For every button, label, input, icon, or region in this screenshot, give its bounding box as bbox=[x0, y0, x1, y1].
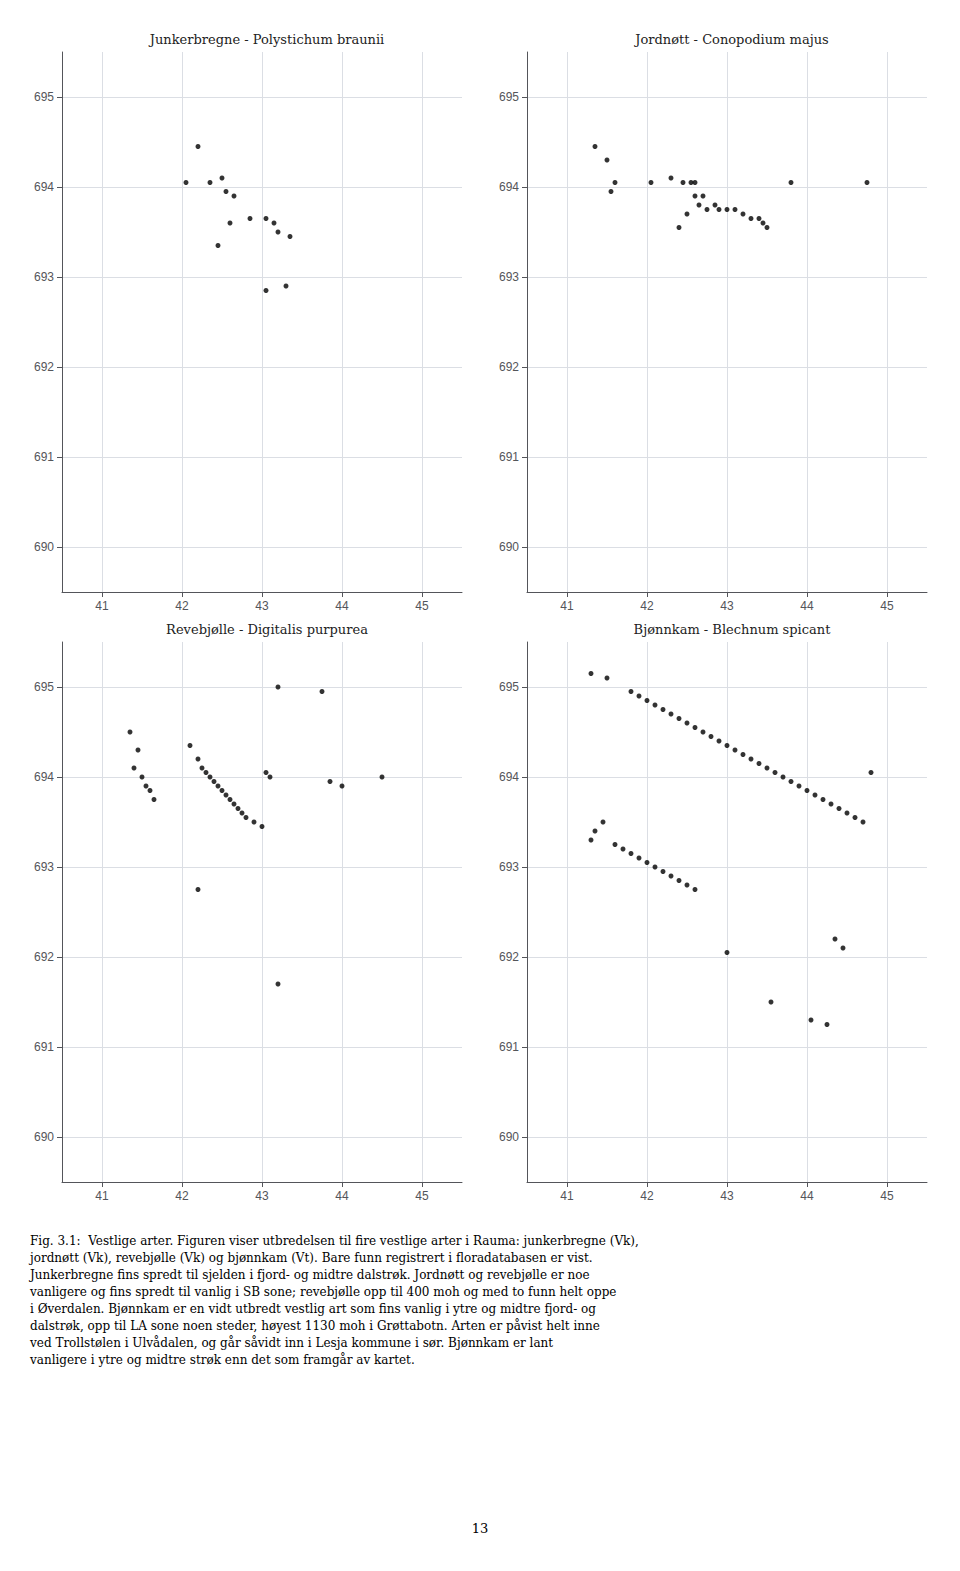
svg-text:42: 42 bbox=[640, 1189, 654, 1203]
svg-text:42: 42 bbox=[175, 599, 189, 613]
svg-text:vanligere i ytre og midtre str: vanligere i ytre og midtre strøk enn det… bbox=[29, 1352, 415, 1367]
svg-text:693: 693 bbox=[34, 270, 54, 284]
svg-text:695: 695 bbox=[34, 680, 54, 694]
svg-text:Jordnøtt - Conopodium majus: Jordnøtt - Conopodium majus bbox=[633, 32, 828, 47]
svg-text:690: 690 bbox=[499, 1130, 519, 1144]
svg-text:695: 695 bbox=[499, 680, 519, 694]
svg-text:693: 693 bbox=[34, 860, 54, 874]
svg-text:43: 43 bbox=[720, 1189, 734, 1203]
svg-text:695: 695 bbox=[34, 90, 54, 104]
svg-text:Fig. 3.1: Vestlige arter. Fig: Fig. 3.1: Vestlige arter. Figuren viser … bbox=[30, 1234, 639, 1248]
svg-text:45: 45 bbox=[415, 599, 429, 613]
svg-text:44: 44 bbox=[800, 1189, 814, 1203]
svg-text:42: 42 bbox=[640, 599, 654, 613]
svg-text:ved Trollstølen i Ulvådalen, o: ved Trollstølen i Ulvådalen, og går såvi… bbox=[29, 1335, 553, 1350]
svg-text:694: 694 bbox=[34, 180, 54, 194]
svg-text:691: 691 bbox=[34, 450, 54, 464]
svg-text:44: 44 bbox=[800, 599, 814, 613]
svg-text:41: 41 bbox=[560, 599, 574, 613]
svg-text:Revebjølle - Digitalis purpure: Revebjølle - Digitalis purpurea bbox=[166, 622, 368, 637]
svg-text:Junkerbregne - Polystichum bra: Junkerbregne - Polystichum braunii bbox=[148, 32, 384, 47]
svg-text:695: 695 bbox=[499, 90, 519, 104]
svg-text:vanligere og fins spredt til v: vanligere og fins spredt til vanlig i SB… bbox=[29, 1285, 616, 1299]
svg-text:45: 45 bbox=[880, 599, 894, 613]
svg-text:691: 691 bbox=[499, 1040, 519, 1054]
svg-text:i Øverdalen. Bjønnkam er en vi: i Øverdalen. Bjønnkam er en vidt utbredt… bbox=[30, 1302, 596, 1316]
svg-text:44: 44 bbox=[335, 1189, 349, 1203]
svg-text:41: 41 bbox=[95, 1189, 109, 1203]
svg-text:13: 13 bbox=[472, 1521, 489, 1536]
svg-text:690: 690 bbox=[34, 1130, 54, 1144]
svg-text:43: 43 bbox=[255, 1189, 269, 1203]
svg-text:43: 43 bbox=[255, 599, 269, 613]
svg-text:jordnøtt (Vk), revebjølle (Vk): jordnøtt (Vk), revebjølle (Vk) og bjønnk… bbox=[28, 1251, 593, 1265]
svg-text:692: 692 bbox=[499, 950, 519, 964]
svg-text:694: 694 bbox=[499, 770, 519, 784]
svg-text:45: 45 bbox=[415, 1189, 429, 1203]
svg-text:42: 42 bbox=[175, 1189, 189, 1203]
svg-text:dalstrøk, opp til LA sone noen: dalstrøk, opp til LA sone noen steder, h… bbox=[30, 1318, 600, 1333]
svg-text:Junkerbregne fins spredt til s: Junkerbregne fins spredt til sjelden i f… bbox=[28, 1268, 590, 1282]
svg-text:Bjønnkam - Blechnum spicant: Bjønnkam - Blechnum spicant bbox=[634, 622, 832, 637]
svg-text:43: 43 bbox=[720, 599, 734, 613]
svg-text:693: 693 bbox=[499, 270, 519, 284]
svg-text:45: 45 bbox=[880, 1189, 894, 1203]
svg-text:44: 44 bbox=[335, 599, 349, 613]
svg-text:693: 693 bbox=[499, 860, 519, 874]
svg-text:690: 690 bbox=[499, 540, 519, 554]
svg-text:41: 41 bbox=[560, 1189, 574, 1203]
svg-text:691: 691 bbox=[499, 450, 519, 464]
svg-text:692: 692 bbox=[499, 360, 519, 374]
svg-text:41: 41 bbox=[95, 599, 109, 613]
svg-text:691: 691 bbox=[34, 1040, 54, 1054]
svg-text:692: 692 bbox=[34, 950, 54, 964]
svg-text:690: 690 bbox=[34, 540, 54, 554]
svg-text:694: 694 bbox=[34, 770, 54, 784]
svg-text:694: 694 bbox=[499, 180, 519, 194]
svg-text:692: 692 bbox=[34, 360, 54, 374]
